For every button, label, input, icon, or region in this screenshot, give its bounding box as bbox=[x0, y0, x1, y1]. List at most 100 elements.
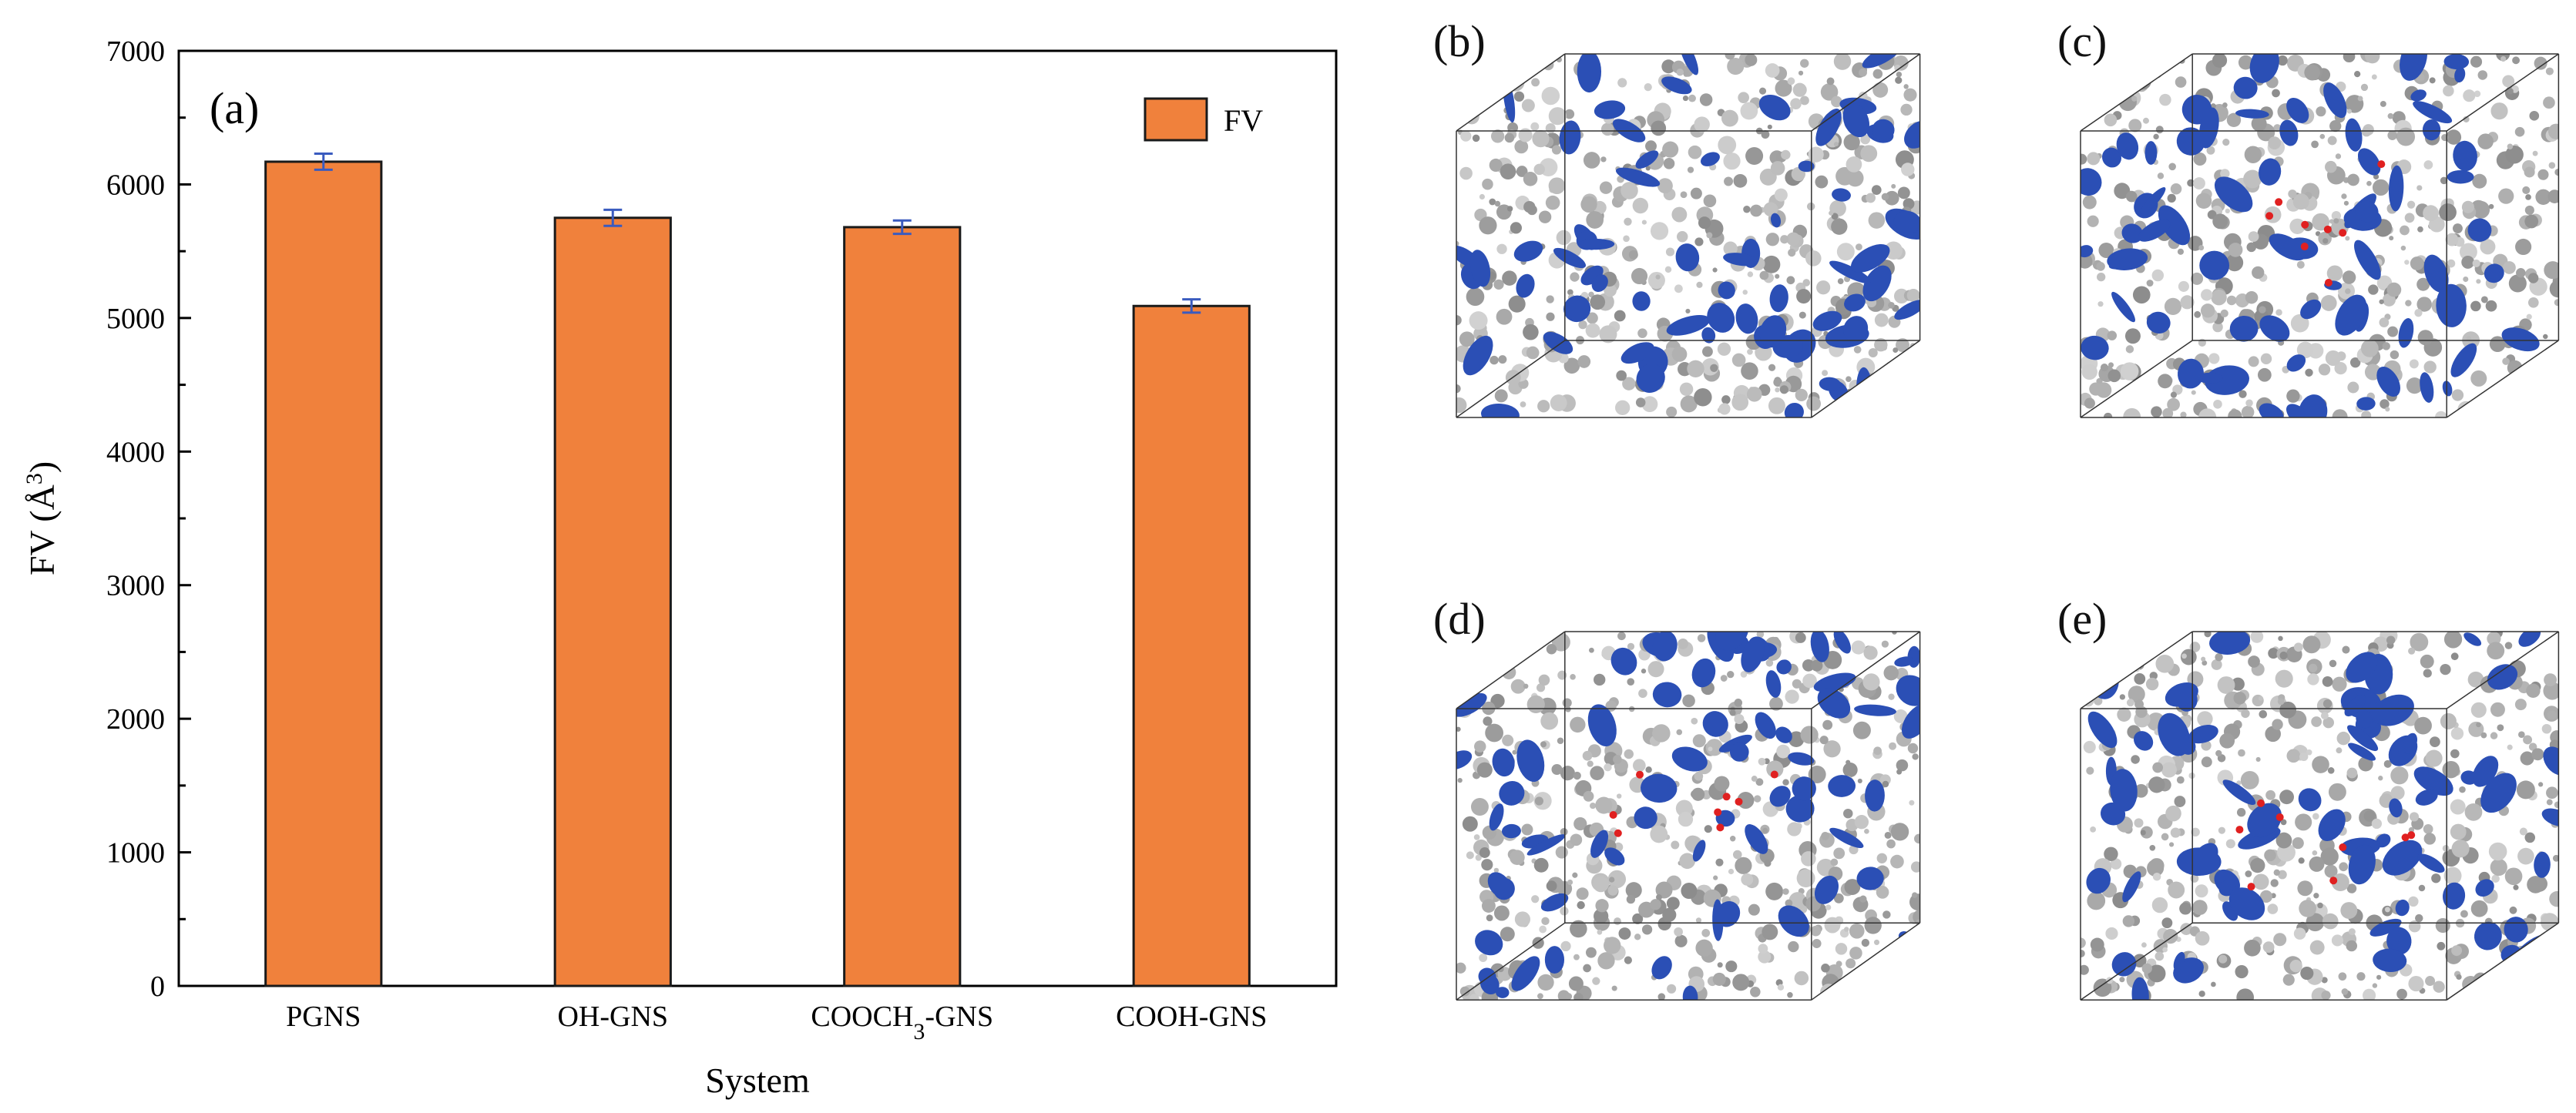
x-tick-label: PGNS bbox=[286, 1001, 361, 1033]
box-edge bbox=[1811, 340, 1921, 418]
matrix-particle bbox=[2198, 991, 2205, 997]
matrix-particle bbox=[2250, 857, 2265, 873]
matrix-particle bbox=[1765, 233, 1779, 246]
matrix-particle bbox=[1483, 716, 1493, 726]
matrix-particle bbox=[2396, 127, 2416, 146]
matrix-particle bbox=[1456, 112, 1463, 118]
matrix-particle bbox=[2418, 884, 2426, 892]
matrix-particle bbox=[1521, 823, 1533, 836]
matrix-particle bbox=[1764, 860, 1772, 867]
free-volume-void bbox=[1543, 331, 1573, 354]
free-volume-void bbox=[2081, 168, 2102, 196]
free-volume-void bbox=[2463, 632, 2482, 646]
matrix-particle bbox=[1812, 939, 1822, 948]
matrix-particle bbox=[1650, 825, 1668, 843]
matrix-particle bbox=[2111, 83, 2118, 89]
matrix-particle bbox=[1502, 734, 1514, 746]
matrix-particle bbox=[2363, 810, 2376, 822]
matrix-particle bbox=[2145, 677, 2159, 691]
oxygen-atom bbox=[1609, 811, 1617, 820]
matrix-particle bbox=[1786, 232, 1800, 246]
matrix-particle bbox=[1592, 977, 1600, 985]
matrix-particle bbox=[2268, 136, 2282, 150]
matrix-particle bbox=[1680, 191, 1688, 199]
matrix-particle bbox=[1604, 763, 1612, 772]
matrix-particle bbox=[1762, 255, 1781, 273]
matrix-particle bbox=[2343, 54, 2356, 63]
matrix-particle bbox=[2279, 651, 2288, 660]
matrix-particle bbox=[1743, 205, 1751, 213]
matrix-particle bbox=[1822, 719, 1833, 730]
matrix-particle bbox=[1586, 312, 1598, 324]
box-edge bbox=[2080, 340, 2193, 418]
matrix-particle bbox=[2191, 390, 2196, 395]
matrix-particle bbox=[2094, 696, 2103, 706]
free-volume-void bbox=[1815, 109, 1842, 146]
matrix-particle bbox=[2466, 336, 2471, 341]
matrix-particle bbox=[2451, 945, 2463, 957]
matrix-particle bbox=[2354, 70, 2361, 78]
matrix-particle bbox=[1624, 749, 1634, 759]
matrix-particle bbox=[1821, 832, 1830, 840]
matrix-particle bbox=[2218, 954, 2228, 964]
matrix-particle bbox=[1540, 741, 1547, 748]
matrix-particle bbox=[1852, 721, 1871, 739]
matrix-particle bbox=[1644, 83, 1652, 92]
matrix-particle bbox=[1733, 173, 1748, 188]
free-volume-void bbox=[1758, 94, 1791, 121]
matrix-particle bbox=[1645, 166, 1651, 171]
matrix-particle bbox=[1530, 122, 1540, 131]
matrix-particle bbox=[2322, 699, 2333, 709]
matrix-particle bbox=[1521, 99, 1535, 112]
free-volume-void bbox=[1778, 905, 1809, 937]
matrix-particle bbox=[1829, 199, 1846, 217]
matrix-particle bbox=[1748, 903, 1760, 916]
matrix-particle bbox=[2517, 966, 2532, 981]
matrix-particle bbox=[1483, 659, 1499, 674]
matrix-particle bbox=[2168, 881, 2185, 899]
matrix-particle bbox=[1671, 840, 1680, 850]
matrix-particle bbox=[1533, 857, 1549, 873]
matrix-particle bbox=[2463, 89, 2476, 102]
free-volume-void bbox=[1469, 250, 1491, 287]
matrix-particle bbox=[1657, 993, 1666, 1001]
free-volume-void bbox=[1814, 875, 1839, 904]
matrix-particle bbox=[2346, 883, 2357, 893]
matrix-particle bbox=[2134, 72, 2151, 90]
matrix-particle bbox=[2100, 364, 2109, 372]
matrix-particle bbox=[2346, 767, 2358, 779]
matrix-particle bbox=[1510, 679, 1526, 694]
matrix-particle bbox=[1842, 762, 1858, 778]
matrix-particle bbox=[2097, 301, 2104, 307]
matrix-particle bbox=[1600, 156, 1607, 163]
matrix-particle bbox=[1770, 161, 1785, 176]
matrix-particle bbox=[1884, 241, 1903, 260]
matrix-particle bbox=[2218, 826, 2225, 834]
matrix-particle bbox=[2226, 295, 2237, 306]
matrix-particle bbox=[1702, 346, 1713, 357]
free-volume-void bbox=[1901, 703, 1920, 739]
matrix-particle bbox=[1536, 683, 1546, 692]
matrix-particle bbox=[1761, 130, 1770, 139]
matrix-particle bbox=[2081, 949, 2085, 957]
matrix-particle bbox=[2180, 411, 2187, 417]
free-volume-void bbox=[1636, 364, 1665, 393]
matrix-particle bbox=[1874, 337, 1888, 352]
matrix-particle bbox=[1570, 920, 1587, 938]
matrix-particle bbox=[2148, 964, 2166, 983]
free-volume-void bbox=[2395, 899, 2410, 917]
matrix-particle bbox=[2517, 968, 2526, 977]
matrix-particle bbox=[1882, 780, 1889, 788]
matrix-particle bbox=[2282, 974, 2295, 986]
matrix-particle bbox=[1676, 729, 1683, 736]
panel-b: (b) bbox=[1433, 15, 1926, 478]
matrix-particle bbox=[2114, 55, 2128, 68]
matrix-particle bbox=[1799, 96, 1809, 106]
matrix-particle bbox=[1854, 815, 1869, 830]
matrix-particle bbox=[1641, 220, 1647, 225]
free-volume-render-e bbox=[2080, 631, 2560, 1001]
matrix-particle bbox=[2423, 205, 2439, 222]
matrix-particle bbox=[2343, 200, 2349, 206]
matrix-particle bbox=[2124, 328, 2141, 344]
matrix-particle bbox=[2360, 83, 2369, 92]
